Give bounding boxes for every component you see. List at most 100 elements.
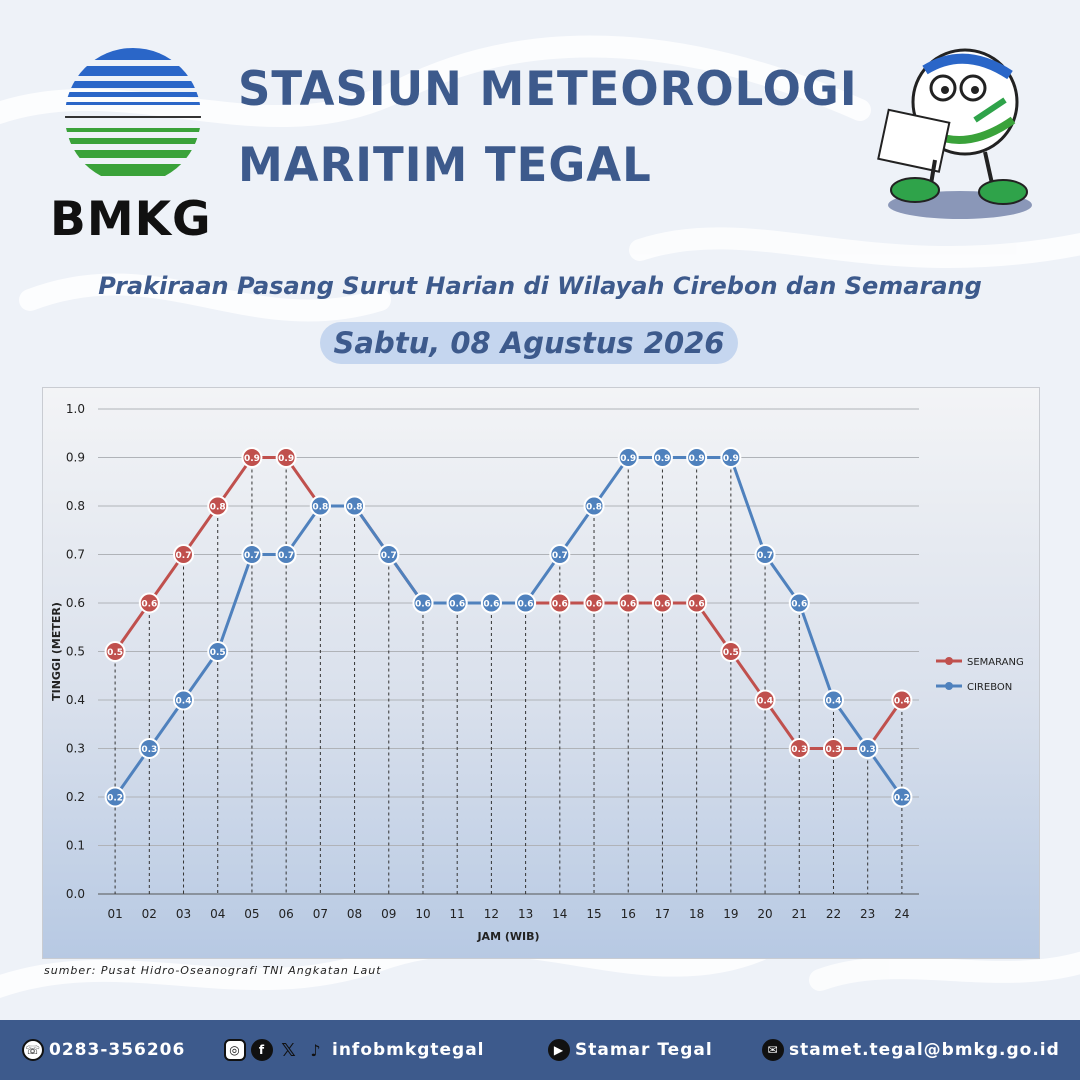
data-label: 0.6 — [518, 600, 534, 610]
data-point-cirebon — [104, 786, 126, 808]
y-tick-label: 0.8 — [66, 499, 85, 513]
data-label: 0.9 — [723, 454, 739, 464]
data-point-semarang — [275, 447, 297, 468]
data-label: 0.4 — [894, 697, 910, 707]
y-tick-label: 1.0 — [66, 402, 85, 416]
data-label: 0.4 — [826, 697, 842, 707]
data-label: 0.6 — [141, 600, 157, 610]
legend-marker — [945, 682, 953, 690]
station-title-line1: STASIUN METEOROLOGI — [238, 60, 858, 117]
x-tick-label: 01 — [107, 907, 122, 921]
data-point-cirebon — [754, 544, 776, 565]
data-label: 0.3 — [791, 745, 807, 755]
x-tick-label: 10 — [415, 907, 430, 921]
data-point-semarang — [583, 592, 605, 614]
data-point-cirebon — [720, 447, 742, 468]
data-point-semarang — [754, 689, 776, 711]
data-label: 0.6 — [620, 600, 636, 610]
data-label: 0.5 — [210, 648, 226, 658]
data-label: 0.9 — [654, 454, 670, 464]
data-point-cirebon — [686, 447, 708, 468]
data-label: 0.8 — [312, 503, 328, 513]
y-tick-label: 0.0 — [66, 887, 85, 901]
mail-icon: ✉ — [762, 1039, 784, 1061]
data-label: 0.9 — [278, 454, 294, 464]
social-handle: infobmkgtegal — [332, 1040, 485, 1060]
phone-icon: ☏ — [22, 1039, 44, 1061]
station-title-line2: MARITIM TEGAL — [238, 136, 652, 193]
data-point-semarang — [651, 592, 673, 614]
x-tick-label: 13 — [518, 907, 533, 921]
x-tick-label: 23 — [860, 907, 875, 921]
email-address: stamet.tegal@bmkg.go.id — [789, 1040, 1060, 1060]
x-tick-label: 03 — [176, 907, 191, 921]
data-label: 0.6 — [791, 600, 807, 610]
data-point-semarang — [138, 592, 160, 614]
data-point-semarang — [549, 592, 571, 614]
data-point-cirebon — [822, 689, 844, 711]
x-tick-label: 20 — [757, 907, 772, 921]
forecast-subtitle: Prakiraan Pasang Surut Harian di Wilayah… — [98, 272, 982, 300]
x-tick-label: 08 — [347, 907, 362, 921]
data-point-cirebon — [891, 786, 913, 808]
data-point-cirebon — [583, 495, 605, 517]
y-tick-label: 0.4 — [66, 693, 85, 707]
x-tick-label: 11 — [450, 907, 465, 921]
data-label: 0.2 — [107, 794, 123, 804]
data-point-cirebon — [549, 544, 571, 565]
footer-social[interactable]: ◎ f 𝕏 ♪ infobmkgtegal — [224, 1038, 485, 1062]
data-label: 0.3 — [141, 745, 157, 755]
x-axis-label: JAM (WIB) — [476, 930, 539, 943]
tide-chart-svg: 0.5 0.6 0.7 0.8 0.9 0.9 0.8 0.8 0.7 0.6 0.6 0.6 0.6 0… — [43, 388, 1039, 958]
phone-number: 0283-356206 — [49, 1040, 186, 1060]
data-point-semarang — [104, 641, 126, 662]
data-label: 0.5 — [107, 648, 123, 658]
data-label: 0.2 — [894, 794, 910, 804]
footer-youtube[interactable]: ▶ Stamar Tegal — [548, 1038, 713, 1062]
x-tick-label: 09 — [381, 907, 396, 921]
data-point-cirebon — [138, 738, 160, 759]
data-label: 0.6 — [654, 600, 670, 610]
data-point-semarang — [617, 592, 639, 614]
y-tick-label: 0.1 — [66, 839, 85, 853]
x-tick-label: 22 — [826, 907, 841, 921]
mascot-icon — [877, 48, 1032, 219]
x-tick-label: 07 — [313, 907, 328, 921]
x-tick-label: 02 — [142, 907, 157, 921]
x-tick-label: 05 — [244, 907, 259, 921]
instagram-icon: ◎ — [224, 1039, 246, 1061]
y-tick-label: 0.6 — [66, 596, 85, 610]
data-point-cirebon — [480, 592, 502, 614]
data-label: 0.3 — [826, 745, 842, 755]
data-label: 0.7 — [757, 551, 773, 561]
footer-phone[interactable]: ☏ 0283-356206 — [22, 1038, 185, 1062]
y-tick-label: 0.5 — [66, 645, 85, 659]
tiktok-icon: ♪ — [310, 1040, 322, 1060]
data-label: 0.3 — [860, 745, 876, 755]
data-label: 0.6 — [552, 600, 568, 610]
data-label: 0.4 — [176, 697, 192, 707]
x-tick-label: 04 — [210, 907, 225, 921]
y-axis-label: TINGGI (METER) — [50, 602, 63, 701]
data-point-cirebon — [275, 544, 297, 565]
x-tick-label: 15 — [586, 907, 601, 921]
data-label: 0.7 — [244, 551, 260, 561]
youtube-channel: Stamar Tegal — [575, 1040, 713, 1060]
bmkg-logo-text: BMKG — [50, 192, 212, 247]
x-tick-label: 06 — [279, 907, 294, 921]
data-label: 0.9 — [244, 454, 260, 464]
legend-label: SEMARANG — [967, 657, 1024, 668]
data-point-cirebon — [309, 495, 331, 517]
data-label: 0.8 — [347, 503, 363, 513]
data-point-cirebon — [173, 689, 195, 711]
x-icon: 𝕏 — [281, 1039, 297, 1061]
x-tick-label: 18 — [689, 907, 704, 921]
data-label: 0.6 — [483, 600, 499, 610]
data-label: 0.6 — [415, 600, 431, 610]
x-tick-label: 12 — [484, 907, 499, 921]
data-point-cirebon — [617, 447, 639, 468]
data-label: 0.6 — [586, 600, 602, 610]
footer-email[interactable]: ✉ stamet.tegal@bmkg.go.id — [762, 1038, 1060, 1062]
data-label: 0.7 — [176, 551, 192, 561]
